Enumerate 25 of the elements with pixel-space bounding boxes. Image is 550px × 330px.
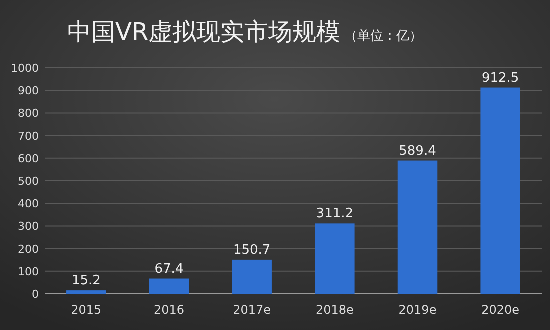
y-tick-label: 1000 bbox=[11, 62, 39, 75]
y-tick-label: 500 bbox=[18, 175, 39, 188]
data-label: 67.4 bbox=[154, 262, 184, 277]
y-tick-label: 300 bbox=[18, 220, 39, 234]
data-label: 912.5 bbox=[482, 70, 520, 86]
y-tick-label: 800 bbox=[18, 107, 39, 120]
chart-subtitle: （单位：亿） bbox=[344, 29, 423, 44]
chart-title: 中国VR虚拟现实市场规模 bbox=[67, 18, 341, 46]
y-tick-label: 0 bbox=[32, 288, 39, 301]
x-tick-label: 2020e bbox=[482, 303, 520, 317]
data-label: 589.4 bbox=[399, 144, 436, 159]
y-tick-label: 600 bbox=[18, 152, 39, 166]
x-tick-label: 2016 bbox=[154, 303, 185, 317]
y-tick-label: 900 bbox=[18, 84, 39, 98]
data-label: 15.2 bbox=[72, 274, 101, 289]
y-tick-label: 100 bbox=[18, 265, 39, 278]
x-tick-label: 2019e bbox=[398, 303, 437, 317]
x-tick-label: 2015 bbox=[71, 303, 102, 317]
x-tick-label: 2017e bbox=[233, 303, 272, 317]
data-label: 311.2 bbox=[316, 206, 354, 222]
y-tick-label: 700 bbox=[18, 130, 39, 143]
x-tick-label: 2018e bbox=[316, 303, 354, 317]
data-label: 150.7 bbox=[233, 242, 271, 258]
y-tick-label: 200 bbox=[18, 242, 39, 256]
y-tick-label: 400 bbox=[18, 198, 39, 211]
